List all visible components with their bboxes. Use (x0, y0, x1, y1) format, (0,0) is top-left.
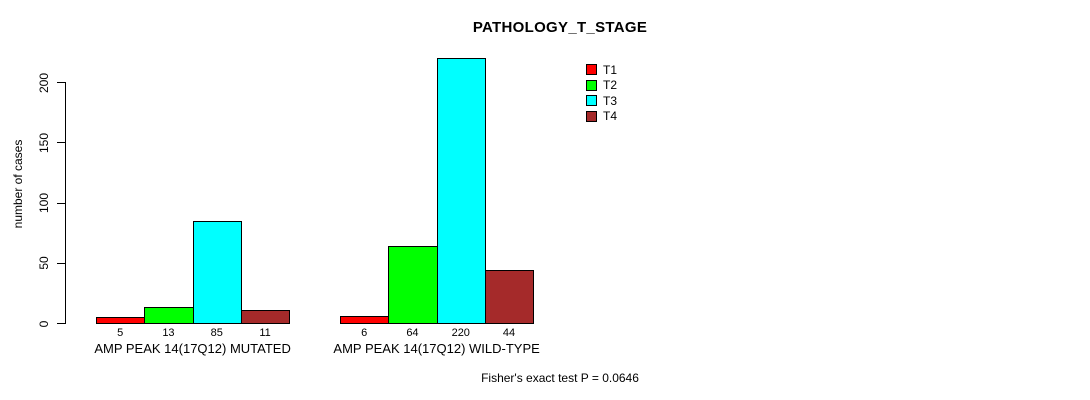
y-tick (57, 323, 65, 324)
bar-value-label: 11 (259, 327, 271, 339)
bar-t2-group1 (144, 307, 194, 324)
bar-t1-group2 (340, 315, 390, 324)
bar-value-label: 85 (210, 327, 223, 339)
bar-t3-group2 (436, 58, 486, 324)
bar-value-label: 44 (502, 327, 516, 339)
legend-label: T3 (603, 93, 618, 108)
bar-t2-group2 (388, 245, 438, 324)
y-axis-label: number of cases (11, 139, 25, 229)
y-tick (57, 262, 65, 264)
bar-value-label: 64 (406, 327, 419, 339)
legend-swatch-t2 (586, 79, 597, 91)
bar-t1-group1 (96, 316, 146, 324)
legend-swatch-t3 (586, 95, 597, 106)
y-tick-label: 0 (37, 320, 51, 327)
bar-value-label: 5 (117, 327, 124, 339)
y-tick-label: 50 (37, 256, 51, 270)
bar-value-label: 220 (451, 327, 470, 339)
legend-swatch-t1 (586, 64, 597, 75)
legend-label: T4 (603, 109, 618, 123)
y-tick (57, 82, 65, 84)
y-tick-label: 100 (37, 193, 51, 214)
footnote: Fisher's exact test P = 0.0646 (481, 371, 639, 385)
bar-value-label: 6 (361, 327, 368, 339)
category-label: AMP PEAK 14(17Q12) MUTATED (94, 341, 291, 356)
y-axis-line (65, 82, 66, 324)
legend-swatch-t4 (586, 110, 597, 122)
legend-label: T2 (603, 78, 618, 92)
y-tick-label: 200 (37, 72, 51, 93)
chart-title: PATHOLOGY_T_STAGE (472, 19, 648, 36)
bar-t4-group2 (484, 270, 535, 324)
bar-t4-group1 (240, 309, 291, 324)
y-tick-label: 150 (37, 132, 51, 153)
legend-label: T1 (603, 62, 618, 77)
bar-value-label: 13 (162, 327, 175, 339)
category-label: AMP PEAK 14(17Q12) WILD-TYPE (333, 341, 540, 356)
bar-t3-group1 (192, 220, 242, 324)
y-tick (57, 142, 65, 144)
y-tick (57, 202, 65, 204)
